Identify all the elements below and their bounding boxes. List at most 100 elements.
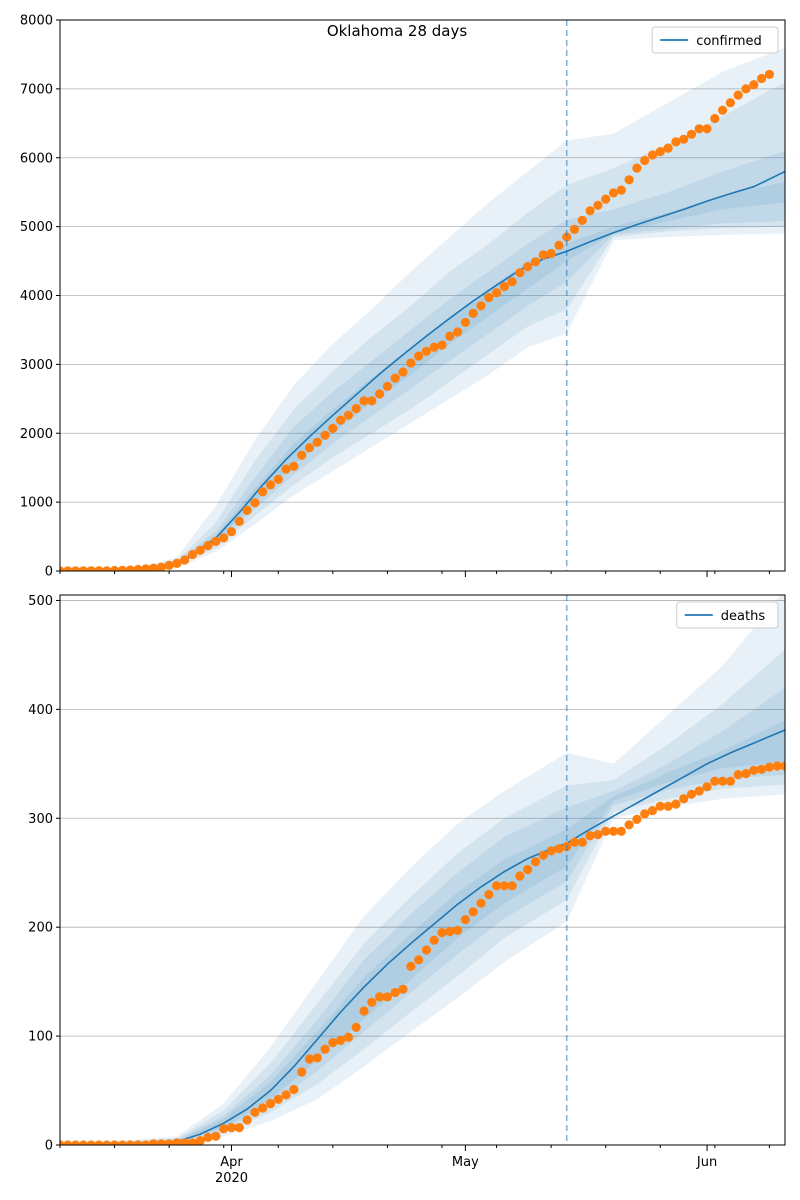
legend-label: deaths: [721, 609, 766, 624]
observed-point: [281, 464, 291, 474]
observed-point: [569, 837, 580, 847]
y-tick-label: 2000: [20, 427, 53, 442]
observed-point: [702, 782, 712, 792]
observed-point: [647, 806, 658, 816]
uncertainty-band: [60, 82, 785, 571]
x-tick-label: May: [452, 1155, 479, 1170]
observed-point: [86, 566, 96, 571]
y-tick-label: 1000: [20, 496, 53, 511]
observed-point: [195, 545, 205, 555]
observed-point: [562, 232, 572, 242]
y-tick-label: 400: [28, 703, 53, 718]
observed-point: [265, 1099, 276, 1109]
observed-point: [304, 443, 315, 453]
observed-point: [445, 926, 455, 937]
observed-point: [757, 764, 767, 774]
observed-point: [78, 1140, 88, 1145]
observed-point: [265, 480, 276, 490]
observed-point: [624, 820, 634, 830]
observed-point: [764, 69, 775, 79]
observed-point: [515, 871, 525, 881]
observed-point: [406, 961, 416, 972]
observed-point: [141, 1140, 151, 1145]
observed-point: [226, 1123, 237, 1133]
observed-point: [577, 215, 587, 225]
observed-point: [749, 765, 759, 775]
observed-point: [655, 147, 665, 157]
observed-point: [133, 564, 143, 571]
observed-point: [640, 155, 650, 166]
observed-point: [694, 124, 704, 134]
observed-point: [655, 801, 665, 811]
observed-point: [203, 540, 213, 551]
observed-point: [71, 1140, 81, 1145]
model-line: [60, 729, 785, 1145]
observed-point: [671, 799, 681, 809]
observed-point: [289, 1084, 299, 1095]
observed-point: [195, 1136, 205, 1145]
observed-point: [297, 450, 307, 460]
observed-point: [757, 73, 767, 84]
observed-point: [219, 1124, 229, 1134]
observed-point: [110, 1140, 120, 1145]
observed-point: [390, 373, 400, 383]
observed-point: [406, 358, 416, 368]
observed-point: [156, 562, 166, 571]
observed-point: [632, 814, 642, 825]
observed-point: [63, 566, 73, 571]
observed-point: [304, 1054, 315, 1064]
observed-point: [180, 555, 190, 565]
observed-point: [351, 403, 361, 414]
observed-point: [343, 410, 353, 420]
observed-point: [414, 351, 424, 361]
observed-point: [601, 194, 611, 204]
y-tick-label: 8000: [20, 14, 53, 29]
observed-point: [593, 200, 603, 210]
observed-point: [273, 1094, 283, 1104]
observed-point: [772, 761, 782, 771]
y-tick-label: 7000: [20, 82, 53, 97]
observed-point: [694, 786, 704, 796]
observed-point: [250, 498, 260, 508]
observed-point: [608, 826, 619, 836]
observed-point: [297, 1067, 307, 1077]
observed-point: [219, 533, 229, 543]
observed-point: [632, 163, 642, 173]
observed-point: [148, 563, 159, 571]
observed-point: [421, 346, 431, 356]
observed-point: [507, 277, 517, 287]
observed-point: [367, 997, 377, 1007]
observed-point: [86, 1140, 96, 1145]
observed-point: [187, 549, 198, 560]
legend: deaths: [676, 601, 779, 629]
observed-point: [492, 881, 502, 891]
observed-point: [445, 331, 455, 341]
observed-point: [468, 907, 478, 917]
observed-point: [492, 288, 502, 298]
observed-point: [741, 84, 751, 94]
observed-point: [78, 566, 88, 571]
y-tick-label: 6000: [20, 151, 53, 166]
observed-point: [710, 113, 720, 124]
observed-point: [538, 850, 548, 860]
observed-point: [671, 137, 681, 147]
observed-point: [718, 105, 728, 115]
observed-point: [398, 367, 408, 377]
observed-point: [203, 1132, 213, 1142]
observed-point: [375, 992, 385, 1002]
observed-point: [546, 846, 556, 856]
observed-point: [640, 809, 650, 819]
observed-point: [273, 474, 283, 484]
plot-area: [60, 595, 785, 1145]
observed-point: [686, 129, 697, 139]
observed-point: [336, 415, 346, 425]
observed-point: [593, 830, 603, 840]
observed-point: [476, 301, 486, 311]
observed-point: [398, 984, 408, 994]
observed-point: [538, 250, 548, 260]
y-tick-label: 4000: [20, 289, 53, 304]
uncertainty-band: [60, 720, 785, 1145]
observed-point: [733, 90, 743, 100]
observed-point: [328, 423, 338, 433]
